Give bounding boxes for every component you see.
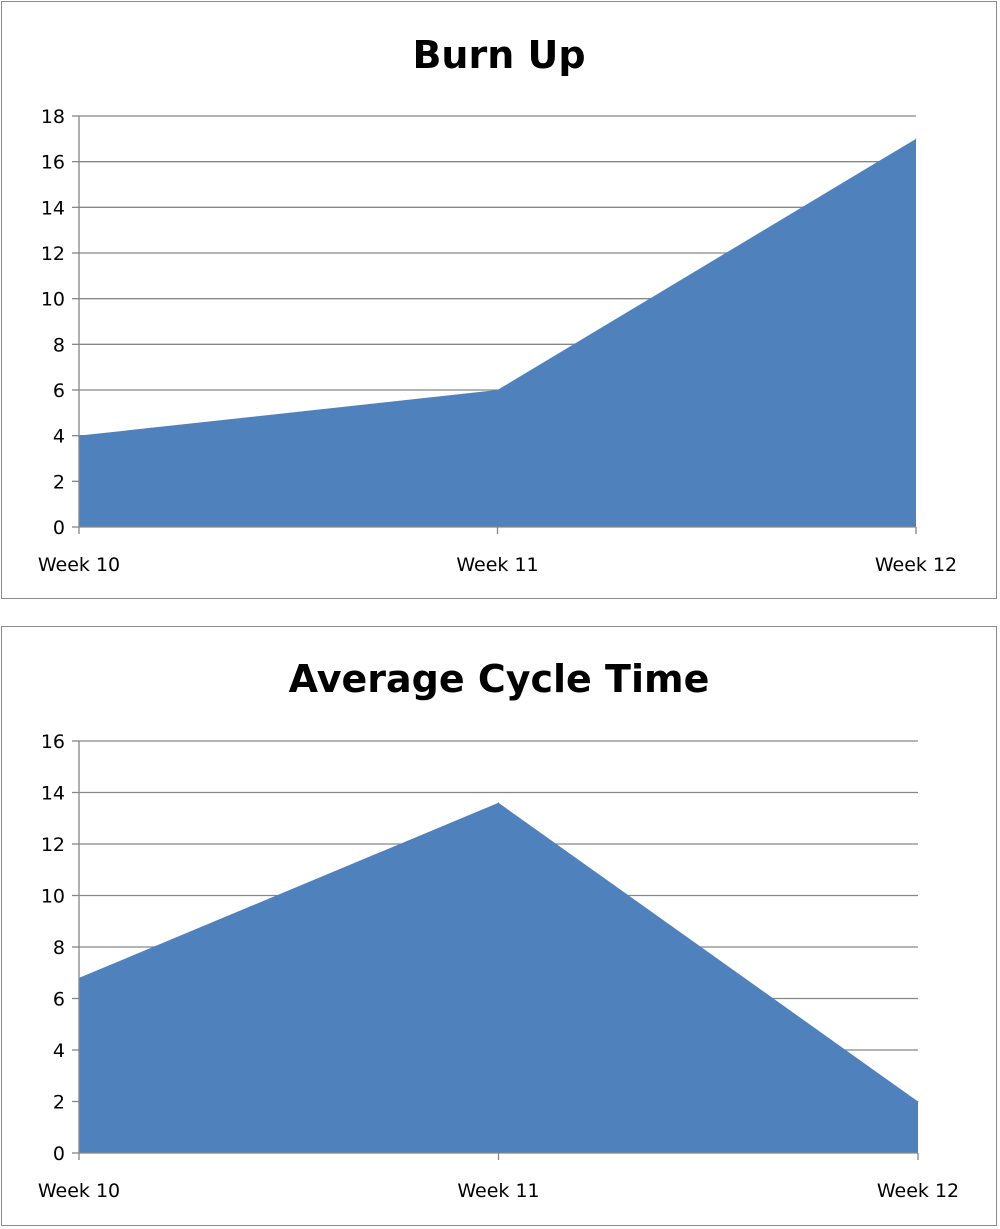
- y-tick-label: 16: [41, 731, 65, 753]
- average-cycle-time-chart-svg: Average Cycle Time 0 2 4 6 8 10 12 14 16 Week 10 We…: [38, 657, 959, 1202]
- y-tick-label: 4: [53, 1040, 65, 1062]
- data-point-week-11: [498, 802, 499, 804]
- y-tick-label: 0: [53, 517, 65, 539]
- y-tick-label: 10: [41, 289, 65, 311]
- y-tick-label: 0: [53, 1143, 65, 1165]
- y-tick-label: 6: [53, 989, 65, 1011]
- x-tick-label: Week 12: [877, 1180, 959, 1202]
- y-tick-label: 14: [41, 197, 65, 219]
- y-tick-label: 2: [53, 1092, 65, 1114]
- y-tick-label: 12: [41, 834, 65, 856]
- y-tick-label: 8: [53, 334, 65, 356]
- y-tick-label: 16: [41, 152, 65, 174]
- y-tick-label: 12: [41, 243, 65, 265]
- data-point-week-12: [917, 1101, 919, 1102]
- x-tick-label: Week 10: [38, 1180, 120, 1202]
- y-tick-label: 18: [41, 106, 65, 128]
- data-point-week-11: [497, 389, 498, 391]
- average-cycle-time-chart: Average Cycle Time 0 2 4 6 8 10 12 14 16 Week 10 We…: [1, 626, 997, 1226]
- chart-title: Burn Up: [412, 33, 585, 77]
- y-tick-label: 8: [53, 937, 65, 959]
- y-tick-label: 14: [41, 783, 65, 805]
- y-tick-label: 6: [53, 380, 65, 402]
- x-tick-label: Week 11: [456, 554, 538, 576]
- burn-up-chart: Burn Up 0 2 4 6 8 10 12 14 16 18 Week 10 Week 11 Week…: [1, 1, 997, 599]
- burn-up-chart-svg: Burn Up 0 2 4 6 8 10 12 14 16 18 Week 10 Week 11 Week…: [38, 33, 957, 576]
- y-tick-label: 4: [53, 426, 65, 448]
- x-tick-label: Week 11: [457, 1180, 539, 1202]
- x-tick-label: Week 12: [875, 554, 957, 576]
- area-series: [79, 802, 918, 1153]
- x-tick-label: Week 10: [38, 554, 120, 576]
- area-series: [79, 138, 916, 528]
- chart-title: Average Cycle Time: [289, 657, 710, 701]
- y-tick-label: 10: [41, 886, 65, 908]
- y-tick-label: 2: [53, 471, 65, 493]
- data-point-week-12: [915, 138, 917, 140]
